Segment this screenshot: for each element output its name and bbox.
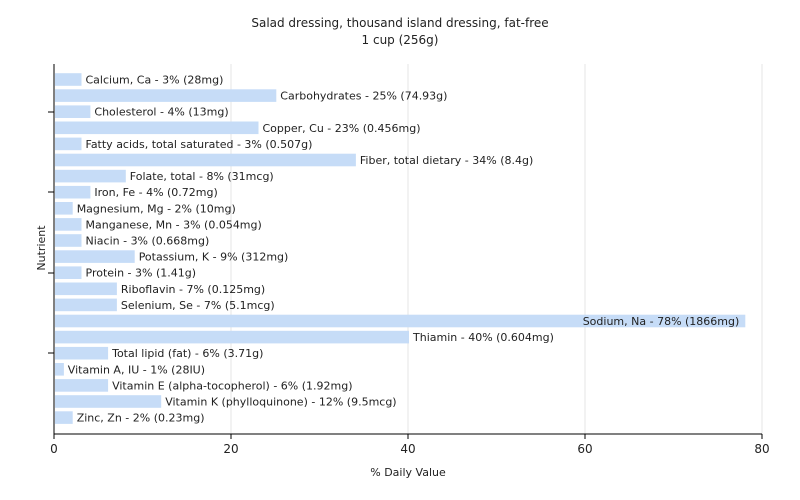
bar-10 [55, 234, 82, 247]
bar-label-18: Vitamin A, IU - 1% (28IU) [68, 363, 205, 376]
bar-19 [55, 379, 109, 392]
x-axis-title: % Daily Value [370, 466, 446, 479]
bar-21 [55, 411, 73, 424]
bar-label-6: Folate, total - 8% (31mcg) [130, 170, 274, 183]
bar-20 [55, 395, 162, 408]
grid-lines [230, 64, 763, 434]
chart-title: Salad dressing, thousand island dressing… [251, 16, 548, 30]
bar-17 [55, 346, 109, 360]
bar-7 [55, 185, 91, 199]
bar-label-11: Potassium, K - 9% (312mg) [139, 251, 289, 264]
x-tick-label-1: 20 [223, 442, 238, 456]
bar-label-7: Iron, Fe - 4% (0.72mg) [94, 186, 217, 199]
bar-12 [55, 266, 82, 279]
x-tick-label-2: 40 [400, 442, 415, 456]
chart-subtitle: 1 cup (256g) [362, 33, 439, 47]
bar-0 [55, 73, 82, 86]
bar-label-5: Fiber, total dietary - 34% (8.4g) [360, 154, 533, 167]
x-tick-label-0: 0 [50, 442, 58, 456]
x-tick-label-4: 80 [754, 442, 769, 456]
bar-label-10: Niacin - 3% (0.668mg) [86, 235, 210, 248]
bar-label-1: Carbohydrates - 25% (74.93g) [280, 90, 447, 103]
bar-label-16: Thiamin - 40% (0.604mg) [412, 331, 554, 344]
bar-9 [55, 218, 82, 231]
bar-5 [55, 153, 356, 167]
bar-3 [55, 121, 259, 135]
bar-1 [55, 89, 277, 102]
axes-group: 0 20 40 60 80 [48, 64, 770, 456]
bar-label-0: Calcium, Ca - 3% (28mg) [86, 74, 224, 87]
bar-label-2: Cholesterol - 4% (13mg) [94, 106, 228, 119]
bar-label-8: Magnesium, Mg - 2% (10mg) [77, 202, 236, 215]
bars-group: Calcium, Ca - 3% (28mg) Carbohydrates - 2… [55, 73, 746, 425]
bar-label-13: Riboflavin - 7% (0.125mg) [121, 283, 265, 296]
bar-16 [55, 330, 409, 344]
bar-2 [55, 105, 91, 118]
bar-label-21: Zinc, Zn - 2% (0.23mg) [77, 412, 205, 425]
bar-label-19: Vitamin E (alpha-tocopherol) - 6% (1.92m… [112, 379, 352, 392]
bar-18 [55, 363, 64, 376]
bar-label-9: Manganese, Mn - 3% (0.054mg) [86, 218, 262, 231]
y-axis-title: Nutrient [35, 225, 48, 271]
bar-15 [55, 314, 746, 328]
bar-13 [55, 282, 117, 296]
bar-11 [55, 250, 135, 263]
bar-label-4: Fatty acids, total saturated - 3% (0.507… [86, 138, 313, 151]
bar-label-17: Total lipid (fat) - 6% (3.71g) [111, 347, 263, 360]
bar-label-14: Selenium, Se - 7% (5.1mcg) [121, 299, 275, 312]
bar-6 [55, 169, 126, 183]
bar-8 [55, 202, 73, 215]
bar-4 [55, 137, 82, 151]
bar-label-12: Protein - 3% (1.41g) [86, 267, 197, 280]
bar-label-20: Vitamin K (phylloquinone) - 12% (9.5mcg) [165, 396, 396, 409]
bar-14 [55, 298, 117, 312]
x-tick-label-3: 60 [577, 442, 592, 456]
bar-label-15: Sodium, Na - 78% (1866mg) [583, 315, 740, 328]
bar-label-3: Copper, Cu - 23% (0.456mg) [263, 122, 421, 135]
